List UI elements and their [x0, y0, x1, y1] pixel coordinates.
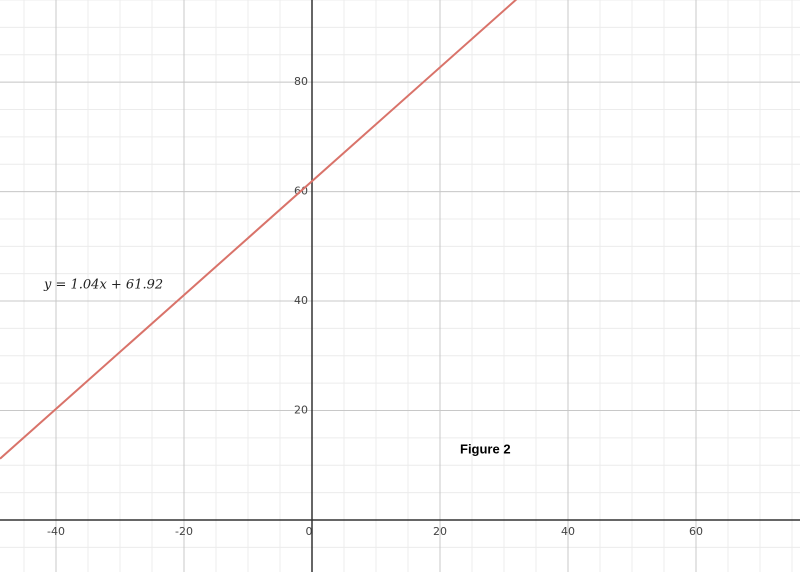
- x-tick-label: 60: [689, 525, 703, 538]
- x-tick-label: 0: [306, 525, 313, 538]
- line: [0, 0, 518, 460]
- figure-caption: Figure 2: [460, 441, 511, 456]
- x-tick-label: -40: [47, 525, 65, 538]
- y-tick-label: 40: [294, 294, 308, 307]
- equation-label: y = 1.04x + 61.92: [43, 278, 163, 293]
- y-tick-label: 20: [294, 404, 308, 417]
- marks: [0, 0, 518, 460]
- x-tick-label: -20: [175, 525, 193, 538]
- x-tick-label: 20: [433, 525, 447, 538]
- x-tick-label: 40: [561, 525, 575, 538]
- y-tick-label: 80: [294, 75, 308, 88]
